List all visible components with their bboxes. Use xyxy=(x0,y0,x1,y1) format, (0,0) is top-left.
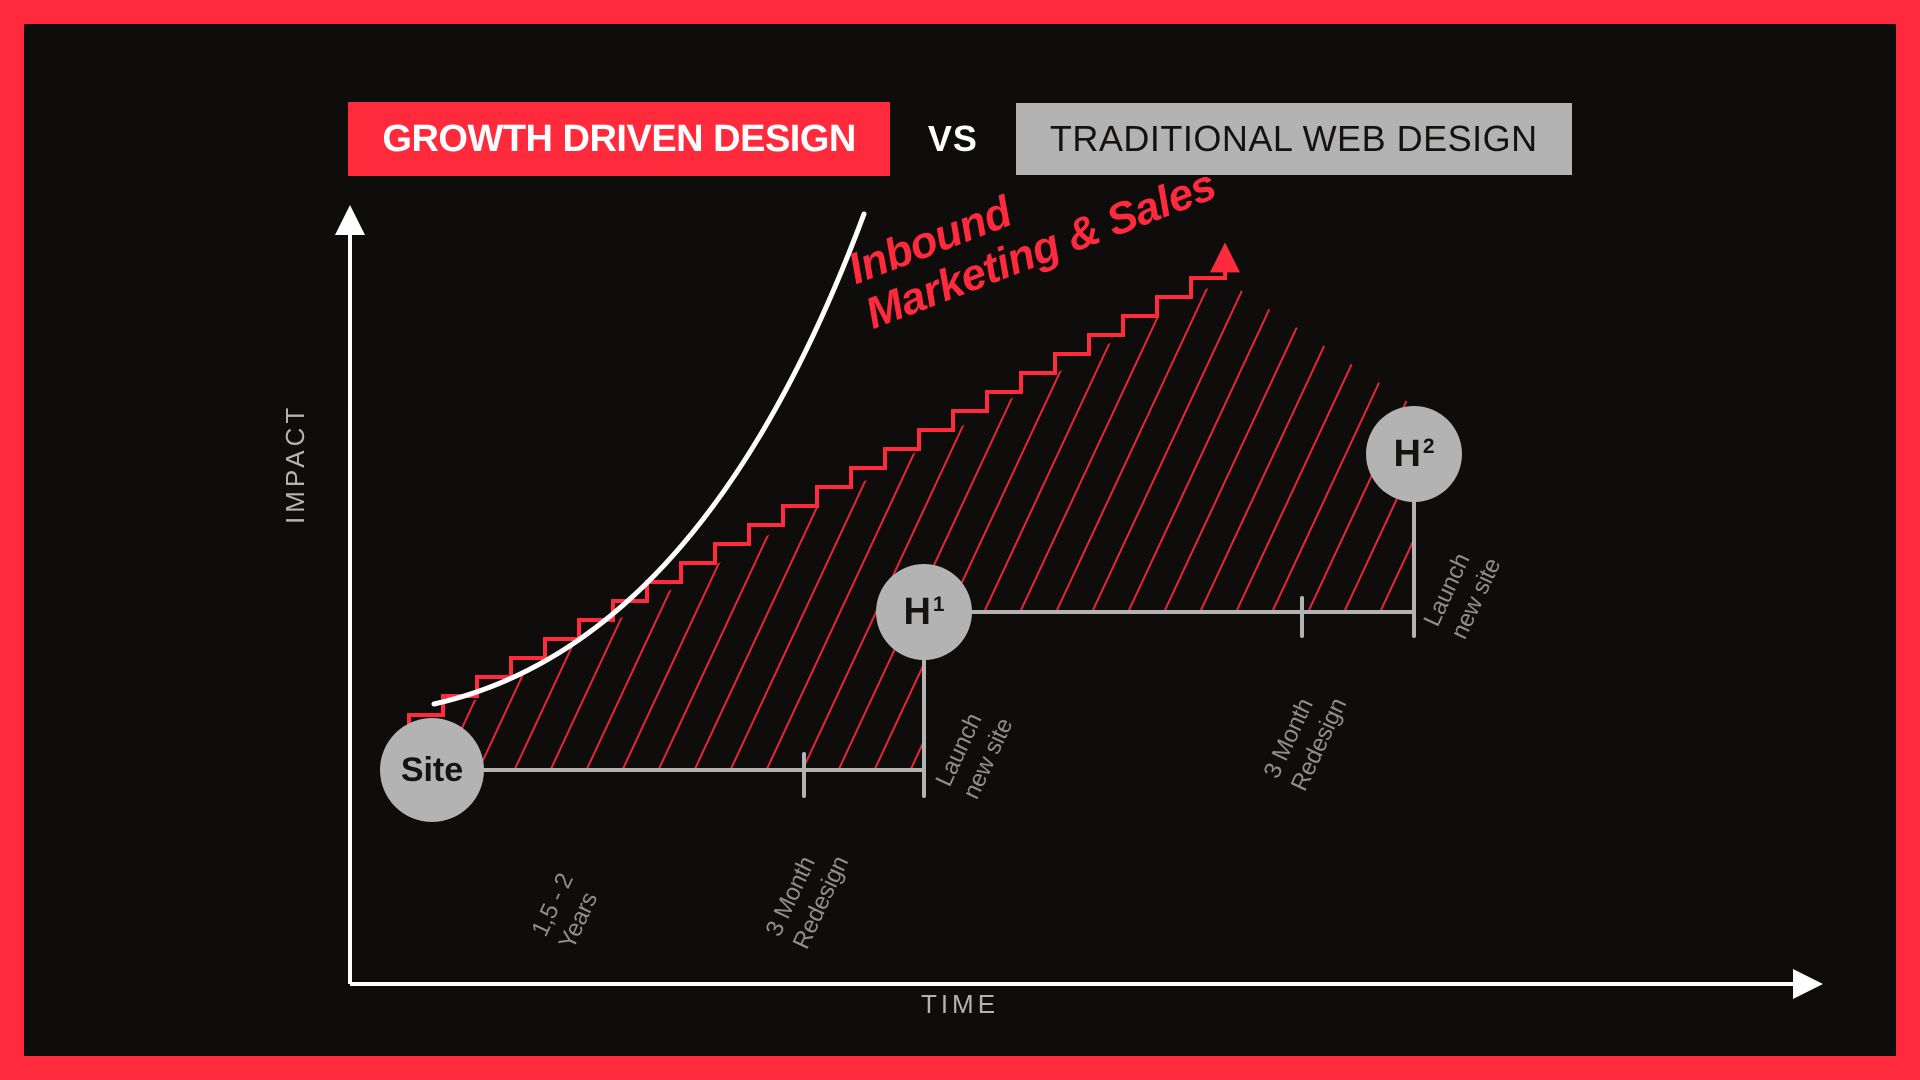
x-axis-label: TIME xyxy=(921,989,999,1020)
node-h2: H2 xyxy=(1366,406,1462,502)
y-axis-label: IMPACT xyxy=(280,404,311,524)
inbound-curve xyxy=(434,214,864,704)
chart-svg xyxy=(24,24,1896,1056)
node-h1: H1 xyxy=(876,564,972,660)
diagram-frame: GROWTH DRIVEN DESIGN VS TRADITIONAL WEB … xyxy=(24,24,1896,1056)
hatch-fill xyxy=(24,24,1896,1024)
chart-canvas: IMPACT TIME Inbound Marketing & Sales Si… xyxy=(24,24,1896,1056)
axes xyxy=(350,214,1814,984)
node-site: Site xyxy=(380,718,484,822)
